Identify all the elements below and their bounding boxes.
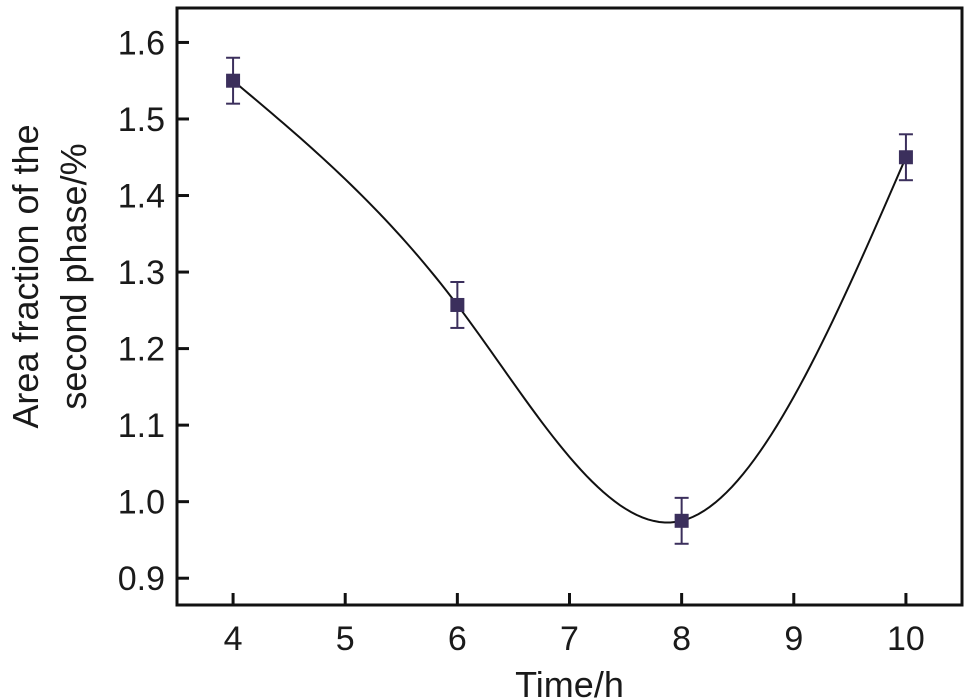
data-point-marker bbox=[226, 73, 241, 88]
y-tick-label: 1.3 bbox=[118, 254, 165, 292]
y-axis-title-line-2: second phase/% bbox=[53, 143, 94, 409]
y-tick-label: 1.1 bbox=[118, 407, 165, 445]
x-tick-label: 6 bbox=[448, 620, 467, 658]
plot-content bbox=[226, 56, 913, 545]
y-tick-label: 1.0 bbox=[118, 484, 165, 522]
data-point-marker bbox=[898, 150, 913, 165]
y-axis-ticks: 0.9 1.0 1.1 1.2 1.3 1.4 1.5 1.6 bbox=[118, 24, 189, 598]
y-tick-label: 0.9 bbox=[118, 560, 165, 598]
y-tick-label: 1.4 bbox=[118, 178, 165, 216]
y-axis-title-line-1: Area fraction of the bbox=[5, 124, 46, 428]
y-tick-label: 1.5 bbox=[118, 101, 165, 139]
x-axis-title: Time/h bbox=[515, 664, 624, 700]
plot-frame bbox=[175, 6, 964, 607]
x-axis-ticks: 4 5 6 7 8 9 10 bbox=[224, 593, 925, 658]
data-point-marker bbox=[450, 297, 465, 312]
data-point-marker bbox=[674, 513, 689, 528]
x-tick-label: 7 bbox=[560, 620, 579, 658]
series-line bbox=[232, 79, 907, 524]
x-tick-label: 5 bbox=[336, 620, 355, 658]
y-tick-label: 1.2 bbox=[118, 331, 165, 369]
x-tick-label: 8 bbox=[672, 620, 691, 658]
x-tick-label: 9 bbox=[784, 620, 803, 658]
x-tick-label: 4 bbox=[224, 620, 243, 658]
y-tick-label: 1.6 bbox=[118, 24, 165, 62]
x-tick-label: 10 bbox=[887, 620, 925, 658]
